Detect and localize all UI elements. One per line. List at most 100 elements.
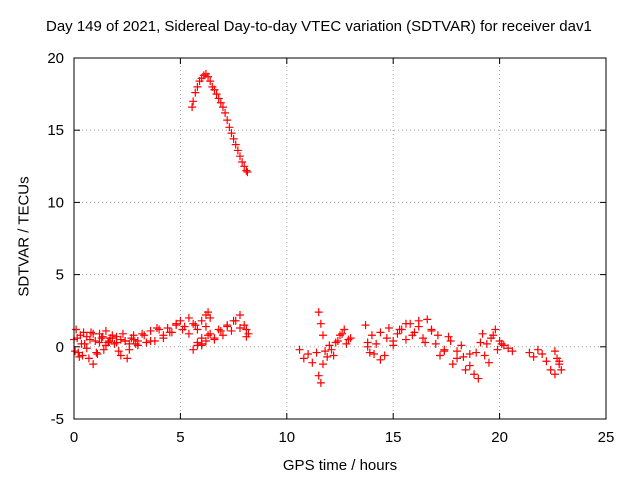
- data-point: [361, 321, 370, 330]
- data-point: [431, 339, 440, 348]
- data-point: [191, 88, 200, 97]
- data-point: [338, 329, 347, 338]
- data-point: [243, 168, 252, 177]
- y-tick-label: 5: [56, 267, 64, 284]
- data-point: [529, 352, 538, 361]
- data-point: [193, 82, 202, 91]
- data-point: [340, 325, 349, 334]
- data-point: [159, 334, 168, 343]
- data-point: [489, 331, 498, 340]
- data-point: [242, 332, 251, 341]
- data-point: [242, 325, 251, 334]
- data-point: [476, 338, 485, 347]
- data-point: [493, 345, 502, 354]
- y-tick-label: 10: [47, 194, 64, 211]
- data-point: [118, 329, 127, 338]
- data-point: [165, 328, 174, 337]
- data-point: [336, 331, 344, 340]
- data-point: [91, 337, 100, 346]
- y-tick-label: 15: [47, 122, 64, 139]
- data-point: [474, 374, 483, 383]
- data-point: [546, 365, 555, 374]
- data-point: [121, 337, 130, 346]
- data-point: [92, 348, 101, 357]
- data-point: [206, 77, 215, 86]
- data-point: [318, 360, 327, 369]
- data-point: [525, 348, 534, 357]
- data-point: [312, 348, 321, 357]
- x-tick-label: 20: [491, 429, 508, 446]
- data-point: [204, 72, 213, 81]
- data-point: [214, 325, 223, 334]
- data-point: [189, 345, 198, 354]
- data-point: [235, 152, 244, 161]
- data-point: [214, 94, 223, 103]
- data-point: [204, 308, 213, 317]
- data-point: [89, 360, 98, 369]
- data-point: [401, 319, 410, 328]
- data-point: [225, 123, 234, 132]
- data-point: [491, 325, 500, 334]
- data-point: [197, 316, 206, 325]
- data-point: [108, 334, 117, 343]
- data-point: [440, 345, 449, 354]
- data-point: [331, 338, 340, 347]
- data-point: [95, 338, 104, 347]
- data-point: [98, 332, 107, 341]
- data-point: [101, 341, 110, 350]
- data-point: [189, 97, 198, 106]
- data-point: [172, 319, 181, 328]
- data-point: [72, 325, 81, 334]
- data-point: [557, 365, 566, 374]
- data-point: [363, 342, 372, 351]
- data-point: [408, 331, 417, 340]
- data-point: [79, 328, 88, 337]
- data-point: [93, 350, 102, 359]
- x-tick-label: 0: [70, 429, 78, 446]
- data-point: [504, 344, 513, 353]
- data-point: [71, 347, 80, 356]
- data-point: [478, 329, 487, 338]
- data-point: [77, 339, 86, 348]
- data-point: [210, 85, 219, 94]
- data-point: [197, 339, 206, 348]
- data-point: [327, 345, 336, 354]
- data-point: [376, 355, 385, 364]
- data-point: [101, 326, 110, 335]
- data-point: [235, 324, 244, 333]
- data-point: [184, 313, 193, 322]
- data-point: [212, 90, 221, 99]
- data-point: [295, 345, 304, 354]
- data-point: [316, 319, 325, 328]
- data-point: [218, 103, 227, 112]
- data-point: [140, 331, 149, 340]
- data-point: [370, 350, 379, 359]
- data-point: [427, 325, 436, 334]
- tick-label-layer: 0 5 10 15 20 25 -5 0 5 10 15 20: [47, 50, 614, 446]
- data-point: [482, 339, 491, 348]
- data-point: [453, 347, 462, 356]
- data-point: [227, 326, 236, 335]
- x-tick-label: 10: [278, 429, 295, 446]
- data-point: [342, 339, 351, 348]
- data-point: [446, 337, 455, 346]
- data-point: [231, 140, 240, 149]
- data-point: [304, 350, 313, 359]
- data-point: [470, 370, 479, 379]
- data-point: [480, 351, 489, 360]
- data-point: [414, 322, 423, 331]
- data-point: [372, 339, 381, 348]
- data-point: [138, 329, 147, 338]
- data-point: [497, 339, 506, 348]
- data-point: [218, 331, 227, 340]
- data-point: [178, 325, 187, 334]
- data-point: [376, 328, 385, 337]
- data-point: [163, 324, 172, 333]
- y-tick-label: 0: [56, 339, 64, 356]
- data-point: [191, 321, 200, 330]
- data-point: [116, 351, 125, 360]
- data-point: [344, 335, 353, 344]
- data-point: [325, 341, 334, 350]
- data-point: [233, 146, 242, 155]
